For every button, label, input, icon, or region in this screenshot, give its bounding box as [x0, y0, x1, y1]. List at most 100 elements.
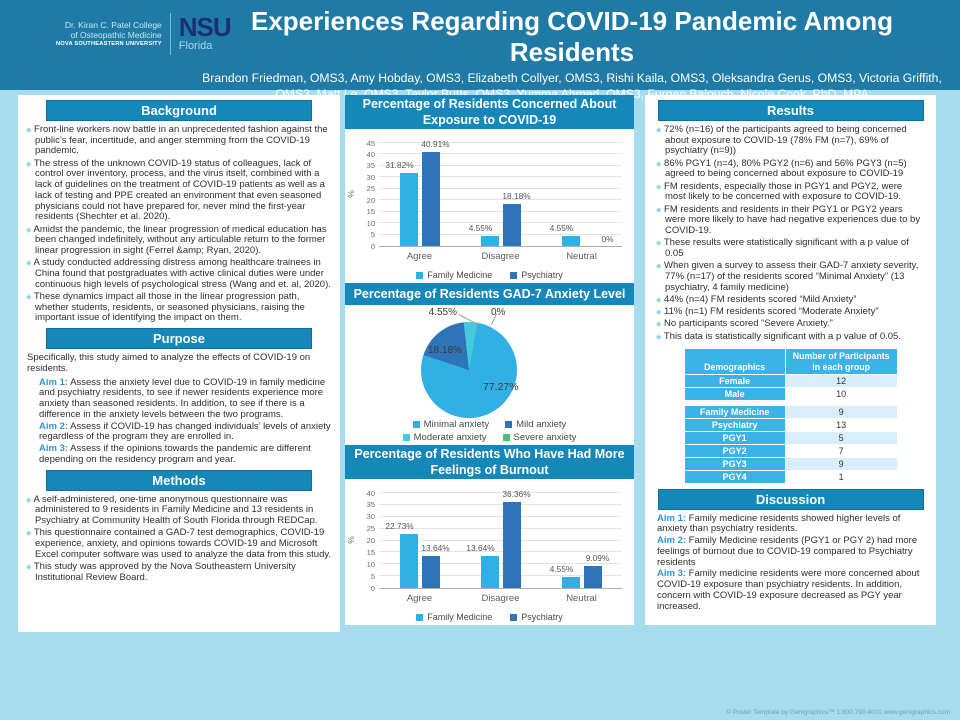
x-category-label: Agree [406, 251, 433, 262]
bar-value-label: 4.55% [549, 564, 574, 575]
diamond-bullet-icon: ◆ [656, 333, 662, 341]
gridline [379, 199, 622, 201]
legend-swatch [416, 614, 424, 621]
discussion-heading: Discussion [657, 488, 924, 510]
bullet-item: ◆ A study conducted addressing distress … [26, 257, 331, 290]
template-credit: © Poster Template by Genigraphics™ 1.800… [726, 709, 950, 716]
table-row: Female 12 [683, 373, 898, 388]
diamond-bullet-icon: ◆ [26, 127, 32, 134]
y-tick-label: 25 [366, 524, 375, 534]
x-category-label: Disagree [481, 593, 520, 604]
legend-item: Psychiatry [510, 270, 563, 280]
legend-item: Minimal anxiety [412, 419, 489, 430]
table-demo-cell: Family Medicine [683, 404, 786, 419]
legend-swatch [510, 614, 518, 621]
table-count-cell: 12 [784, 373, 898, 388]
legend-item: Family Medicine [416, 270, 492, 280]
pie-value-label: 4.55% [428, 307, 457, 318]
aim-label: Aim 2: [39, 420, 69, 432]
logo-nsu-block: NSU Florida [179, 14, 232, 52]
header-text-block: Experiences Regarding COVID-19 Pandemic … [188, 6, 956, 103]
y-tick-label: 15 [366, 547, 375, 557]
gridline [379, 233, 622, 235]
bar-value-label: 22.73% [385, 521, 414, 532]
purpose-aims: Aim 1: Assess the anxiety level due to C… [26, 376, 332, 466]
diamond-bullet-icon: ◆ [656, 160, 662, 168]
gridline [379, 210, 622, 212]
legend-swatch [505, 421, 513, 428]
diamond-bullet-icon: ◆ [26, 294, 32, 302]
logo-university: NOVA SOUTHEASTERN UNIVERSITY [56, 41, 162, 48]
x-category-label: Neutral [566, 251, 597, 262]
chart-title-burnout: Percentage of Residents Who Have Had Mor… [345, 445, 634, 479]
table-demo-cell: PGY2 [683, 443, 786, 458]
chart-legend: Family Medicine Psychiatry [345, 612, 634, 622]
aim-label: Aim 2: [657, 535, 687, 547]
aim-paragraph: Aim 2: Family Medicine residents (PGY1 o… [657, 535, 918, 568]
pie-value-label: 77.27% [483, 381, 519, 393]
logo-college-line2: of Osteopathic Medicine [70, 29, 162, 40]
diamond-bullet-icon: ◆ [26, 530, 32, 538]
bullet-item: ◆ Amidst the pandemic, the linear progre… [26, 223, 327, 257]
chart-plot: 0 5 10 15 20 25 30 35 40 45 Agree 31.82% 40.91% Disag… [367, 139, 622, 262]
table-count-cell: 10 [784, 386, 898, 401]
table-demo-cell: PGY1 [683, 430, 786, 445]
charts-column: Percentage of Residents Concerned About … [345, 95, 634, 625]
chart-plot: 0 5 10 15 20 25 30 35 40 Agree 22.73% 13.64% Disagre… [367, 489, 622, 604]
logo-college-block: Dr. Kiran C. Patel College of Osteopathi… [56, 19, 162, 48]
table-row: PGY1 5 [683, 430, 898, 445]
gridline [379, 142, 622, 143]
bullet-item: ◆ These results were statistically signi… [656, 237, 909, 260]
bullet-item: ◆ 72% (n=16) of the participants agreed … [656, 124, 907, 157]
bullet-item: ◆ Front-line workers now battle in an un… [26, 124, 328, 157]
bar-chart-burnout: 0 5 10 15 20 25 30 35 40 Agree 22.73% 13.64% Disagre… [345, 479, 634, 625]
y-tick-label: 0 [370, 583, 375, 593]
y-tick-label: 40 [366, 149, 375, 159]
table-demo-cell: PGY3 [683, 456, 786, 471]
aim-paragraph: Aim 3: Assess if the opinions towards th… [39, 443, 311, 465]
results-heading: Results [657, 100, 924, 121]
bullet-item: ◆ FM residents, especially those in PGY1… [656, 180, 903, 203]
logo-college-line1: Dr. Kiran C. Patel College [64, 19, 162, 30]
gridline [379, 176, 622, 178]
diamond-bullet-icon: ◆ [26, 260, 32, 268]
data-bar [502, 501, 521, 588]
x-category-label: Disagree [481, 251, 520, 262]
bullet-item: ◆ This data is statistically significant… [656, 330, 901, 342]
y-tick-label: 10 [366, 218, 375, 228]
y-tick-label: 30 [366, 172, 375, 182]
diamond-bullet-icon: ◆ [26, 160, 32, 168]
gridline [379, 539, 622, 541]
aim-label: Aim 1: [39, 376, 69, 388]
bullet-item: ◆ No participants scored “Severe Anxiety… [656, 318, 833, 330]
authors-line-1: Brandon Friedman, OMS3, Amy Hobday, OMS3… [202, 71, 942, 85]
y-tick-label: 30 [366, 512, 375, 522]
diamond-bullet-icon: ◆ [26, 563, 32, 571]
y-tick-label: 10 [366, 559, 375, 569]
legend-item: Psychiatry [510, 612, 563, 622]
aim-paragraph: Aim 1: Assess the anxiety level due to C… [39, 376, 326, 420]
table-count-cell: 9 [784, 456, 898, 471]
y-tick-label: 35 [366, 161, 375, 171]
data-bar [583, 566, 602, 588]
y-tick-label: 5 [370, 230, 375, 240]
table-row: Male 10 [683, 386, 898, 401]
bar-value-label: 9.09% [585, 553, 610, 564]
pie-graphic [421, 322, 517, 418]
y-tick-label: 0 [370, 241, 375, 251]
y-tick-label: 5 [370, 571, 375, 581]
legend-item: Moderate anxiety [402, 432, 487, 443]
methods-heading: Methods [46, 469, 312, 491]
gridline [379, 492, 622, 493]
table-count-cell: 13 [784, 417, 898, 432]
gridline [379, 503, 622, 505]
data-bar [480, 555, 499, 588]
gridline [379, 575, 622, 577]
y-tick-label: 35 [366, 500, 375, 510]
diamond-bullet-icon: ◆ [656, 183, 662, 191]
diamond-bullet-icon: ◆ [656, 127, 662, 134]
left-column: Background ◆ Front-line workers now batt… [18, 95, 340, 632]
diamond-bullet-icon: ◆ [656, 263, 662, 271]
results-bullets: ◆ 72% (n=16) of the participants agreed … [656, 124, 925, 342]
methods-bullets: ◆ A self-administered, one-time anonymou… [26, 494, 332, 584]
